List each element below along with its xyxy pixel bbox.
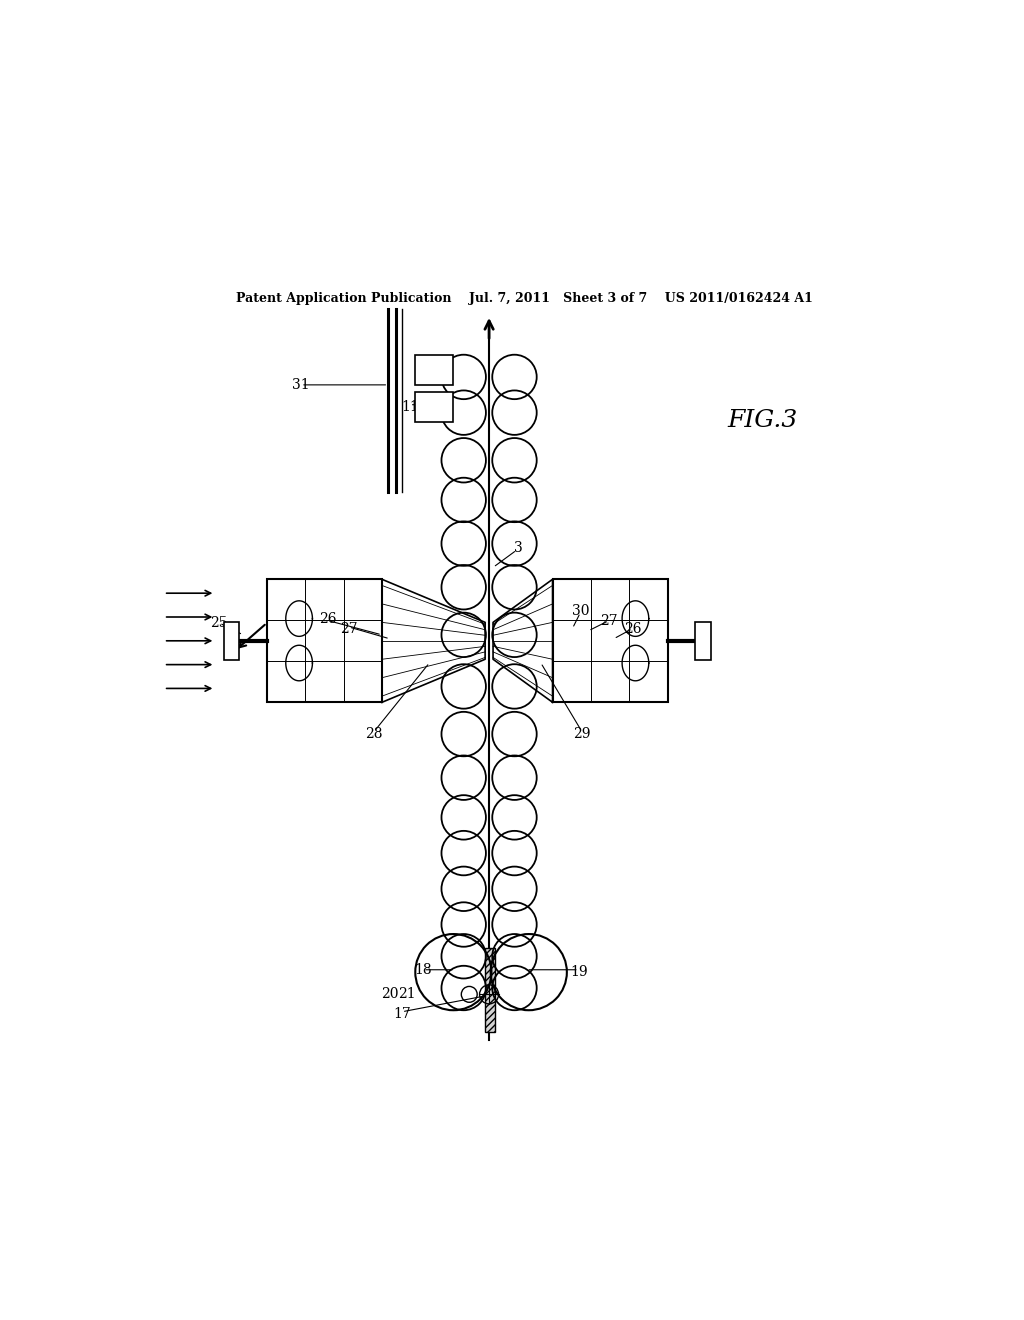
Text: 27: 27	[600, 614, 617, 627]
Text: 20: 20	[381, 986, 398, 1001]
Text: 18: 18	[415, 962, 432, 977]
Text: 12: 12	[422, 362, 440, 376]
Bar	[485, 948, 495, 1032]
Bar	[267, 579, 382, 702]
Text: 19: 19	[570, 965, 588, 979]
Text: Patent Application Publication    Jul. 7, 2011   Sheet 3 of 7    US 2011/0162424: Patent Application Publication Jul. 7, 2…	[237, 292, 813, 305]
Polygon shape	[494, 579, 553, 702]
Text: 27: 27	[340, 622, 357, 635]
Text: 21: 21	[398, 986, 416, 1001]
Text: 26: 26	[319, 612, 337, 626]
Text: 3: 3	[514, 541, 523, 554]
Bar	[224, 622, 239, 660]
Bar	[695, 622, 711, 660]
Text: 17: 17	[393, 1007, 411, 1022]
Bar	[416, 392, 454, 422]
Text: 28: 28	[366, 727, 383, 741]
Bar	[416, 355, 454, 385]
Text: 11: 11	[400, 400, 419, 414]
Text: 30: 30	[571, 605, 589, 618]
Text: 25: 25	[211, 616, 228, 630]
Polygon shape	[382, 579, 485, 702]
Text: 26: 26	[624, 622, 641, 635]
Text: 31: 31	[292, 378, 310, 392]
Bar	[553, 579, 668, 702]
Text: FIG.3: FIG.3	[728, 409, 798, 432]
Text: 29: 29	[573, 727, 591, 741]
